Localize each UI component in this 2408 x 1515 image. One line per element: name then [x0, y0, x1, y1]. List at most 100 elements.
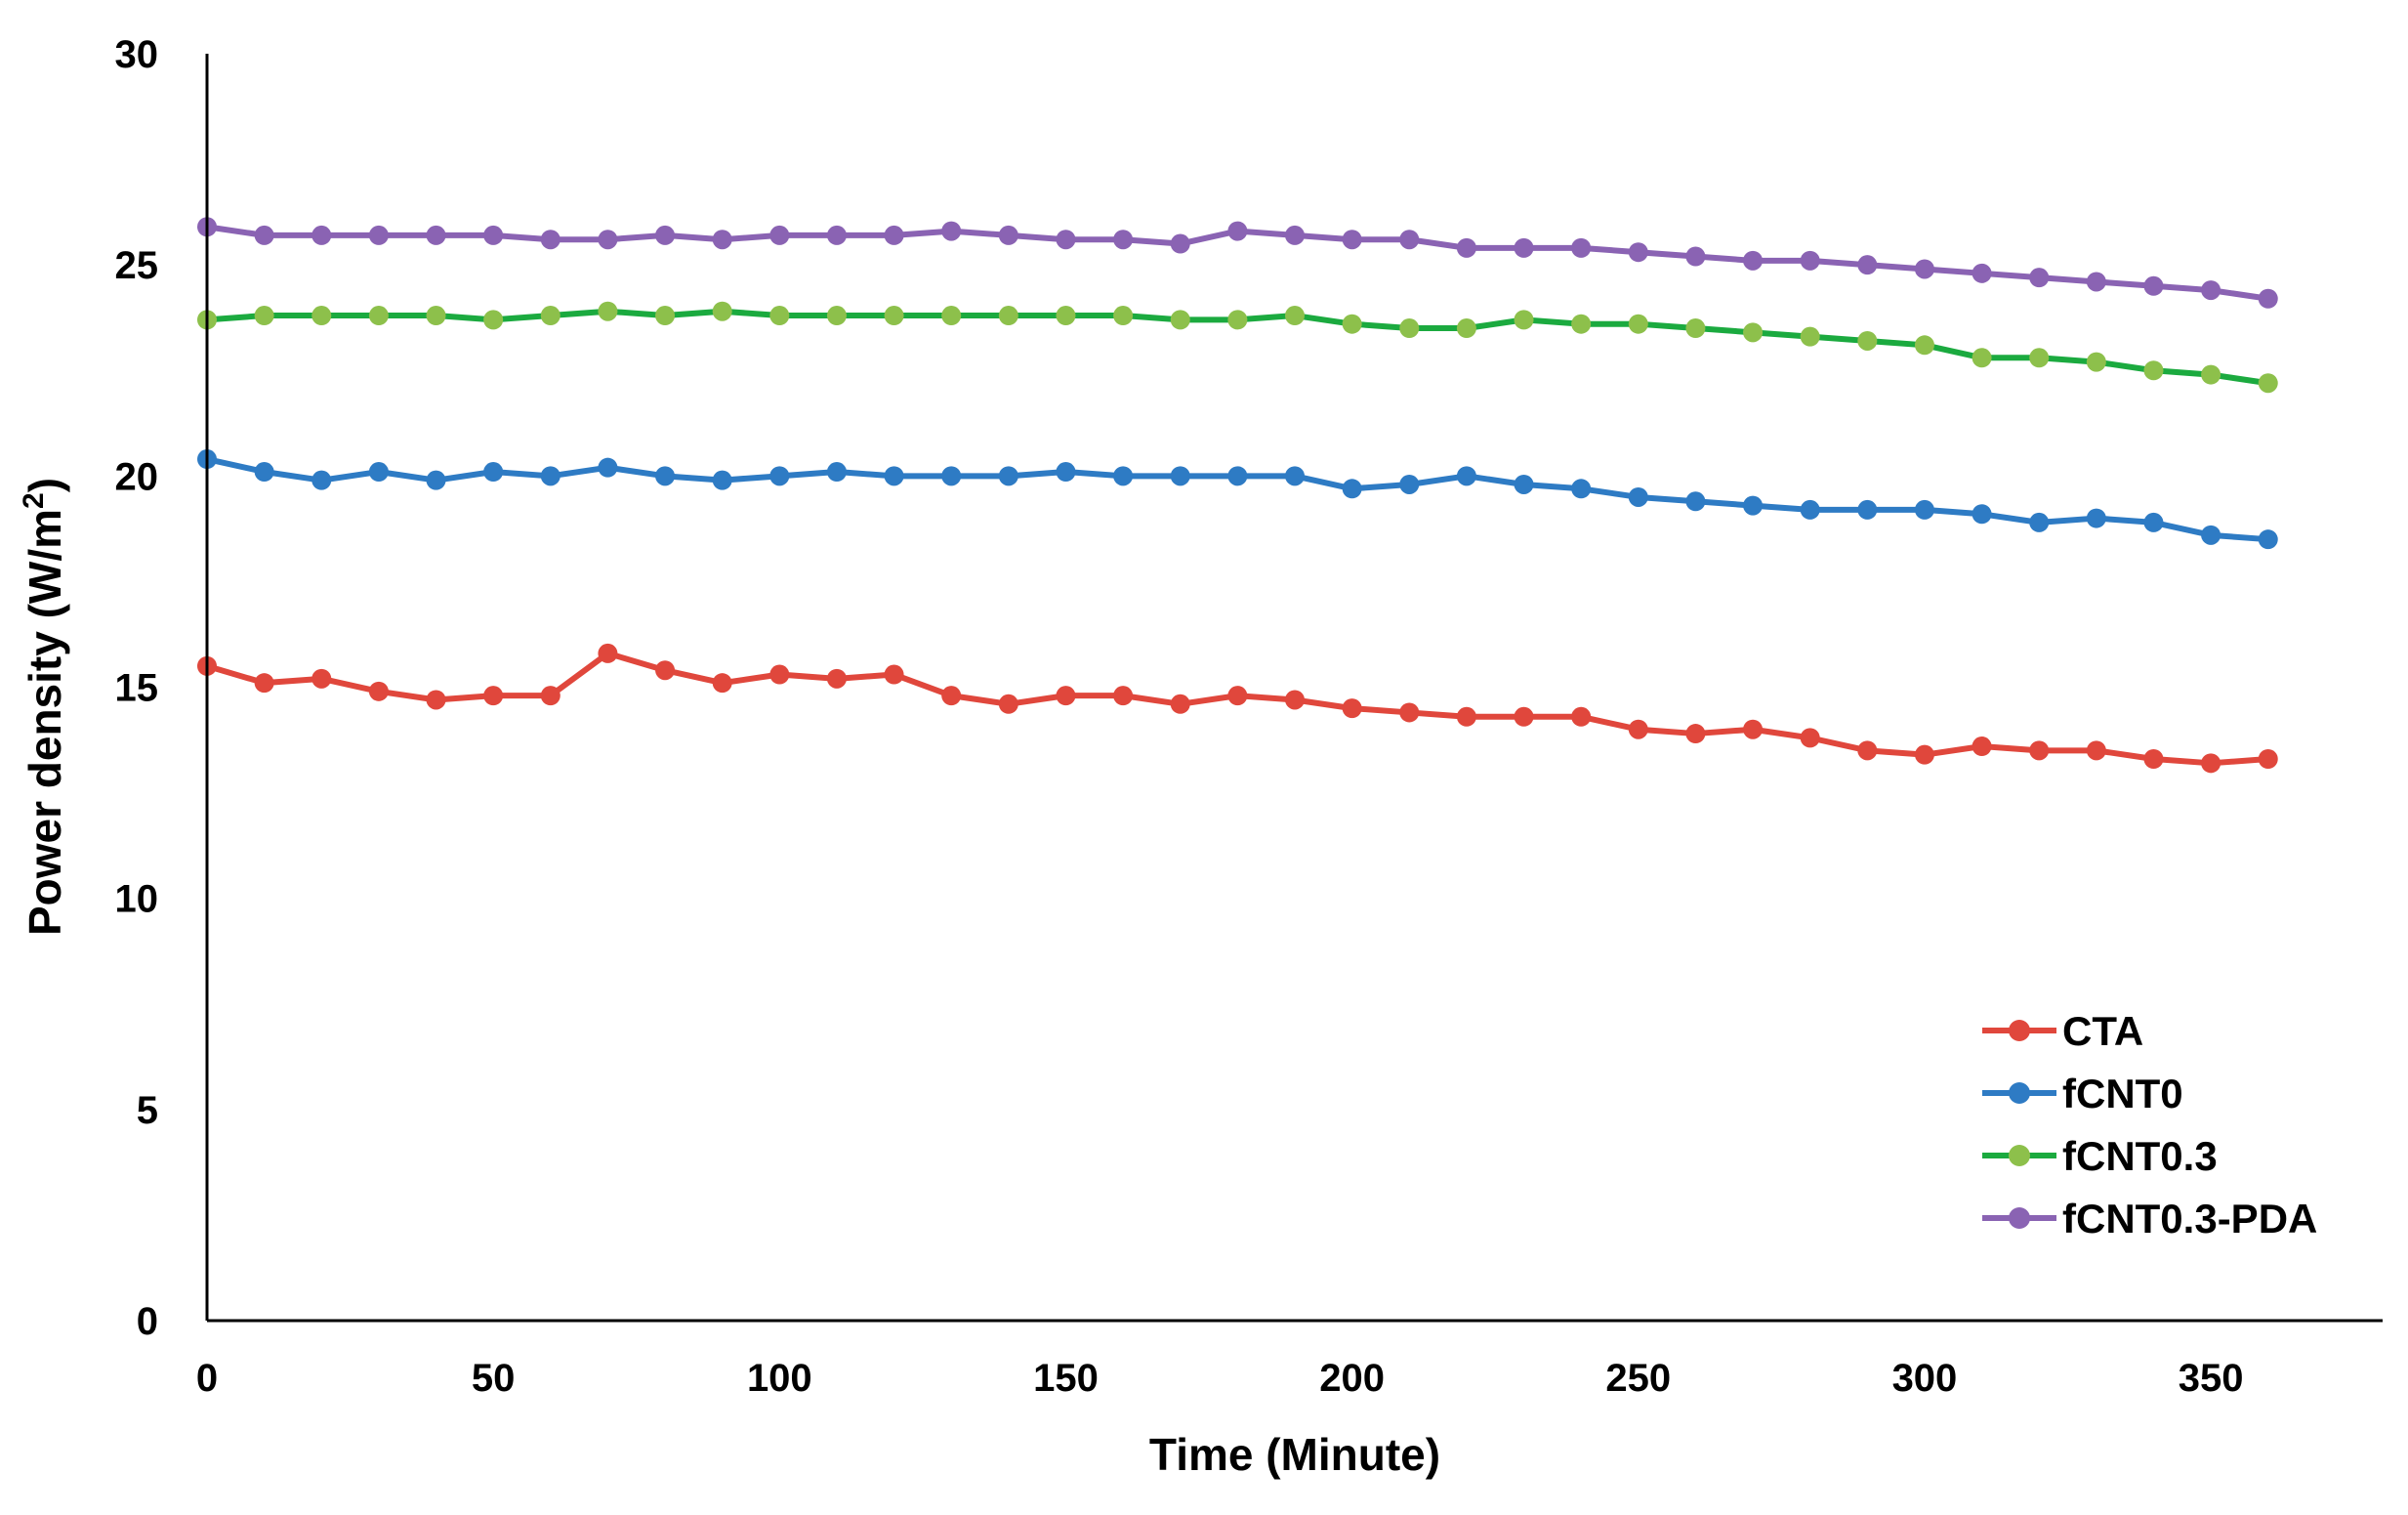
- series-fcnt0: [197, 449, 2278, 550]
- data-point-fcnt0-3: [1170, 310, 1190, 330]
- data-point-fcnt0: [2086, 508, 2106, 528]
- data-point-cta: [826, 668, 847, 689]
- data-point-fcnt0: [1685, 491, 1706, 512]
- data-point-cta: [1399, 702, 1420, 723]
- data-point-cta: [2029, 740, 2050, 761]
- data-point-fcnt0-3: [2086, 352, 2106, 372]
- x-tick-label: 100: [747, 1357, 812, 1400]
- data-point-fcnt0: [1571, 479, 1592, 499]
- data-point-fcnt0-3-pda: [941, 221, 962, 241]
- legend-marker-fcnt0: [2009, 1082, 2030, 1104]
- x-tick-label: 150: [1033, 1357, 1099, 1400]
- data-point-fcnt0: [598, 457, 618, 478]
- legend-item-cta: CTA: [1982, 1008, 2143, 1054]
- data-point-cta: [941, 686, 962, 706]
- data-point-fcnt0-3: [655, 306, 676, 326]
- data-point-fcnt0-3-pda: [1628, 242, 1648, 263]
- data-point-fcnt0-3-pda: [769, 225, 790, 245]
- data-point-fcnt0-3: [1456, 318, 1476, 339]
- data-point-fcnt0: [1972, 504, 1992, 525]
- data-point-fcnt0-3: [1914, 335, 1934, 356]
- data-point-fcnt0-3-pda: [826, 225, 847, 245]
- legend-item-fcnt0-3-pda: fCNT0.3-PDA: [1982, 1196, 2317, 1241]
- data-point-fcnt0-3-pda: [1800, 250, 1820, 271]
- data-point-cta: [483, 686, 504, 706]
- data-point-fcnt0-3: [426, 306, 446, 326]
- data-point-fcnt0-3-pda: [655, 225, 676, 245]
- data-point-cta: [769, 664, 790, 685]
- data-point-fcnt0-3: [368, 306, 389, 326]
- data-point-cta: [2143, 748, 2164, 769]
- data-point-fcnt0: [884, 466, 904, 486]
- data-point-fcnt0: [254, 462, 274, 483]
- series-cta: [197, 643, 2278, 774]
- data-point-fcnt0: [1800, 499, 1820, 520]
- data-point-fcnt0: [712, 470, 732, 490]
- y-tick-label: 20: [115, 455, 159, 498]
- data-point-cta: [2201, 753, 2221, 774]
- data-point-fcnt0: [1113, 466, 1134, 486]
- data-point-fcnt0: [941, 466, 962, 486]
- legend-label-cta: CTA: [2062, 1008, 2143, 1054]
- data-point-fcnt0-3-pda: [1857, 255, 1878, 275]
- data-point-fcnt0-3-pda: [540, 230, 560, 250]
- data-point-fcnt0: [540, 466, 560, 486]
- y-axis-title: Power density (W/m2): [18, 478, 70, 936]
- data-point-fcnt0: [1399, 474, 1420, 494]
- data-point-fcnt0: [311, 470, 332, 490]
- data-point-cta: [1972, 736, 1992, 757]
- data-point-fcnt0-3-pda: [1342, 230, 1362, 250]
- data-point-fcnt0-3: [826, 306, 847, 326]
- series-line-cta: [206, 650, 2268, 767]
- data-point-cta: [426, 690, 446, 710]
- legend-marker-fcnt0-3-pda: [2009, 1207, 2030, 1229]
- data-point-fcnt0-3-pda: [311, 225, 332, 245]
- y-tick-label: 5: [137, 1089, 158, 1132]
- x-tick-label: 300: [1892, 1357, 1958, 1400]
- data-point-fcnt0-3-pda: [1972, 263, 1992, 283]
- data-point-fcnt0: [483, 462, 504, 483]
- y-tick-label: 0: [137, 1300, 158, 1343]
- data-point-fcnt0-3: [598, 301, 618, 321]
- data-point-cta: [1056, 686, 1076, 706]
- legend-label-fcnt0-3-pda: fCNT0.3-PDA: [2062, 1196, 2317, 1241]
- data-point-fcnt0-3-pda: [254, 225, 274, 245]
- data-point-fcnt0: [368, 462, 389, 483]
- data-point-cta: [884, 664, 904, 685]
- legend-marker-fcnt0-3: [2009, 1145, 2030, 1166]
- data-point-fcnt0-3: [1972, 348, 1992, 368]
- data-point-cta: [1800, 728, 1820, 748]
- data-point-fcnt0-3-pda: [1456, 237, 1476, 258]
- data-point-fcnt0-3: [540, 306, 560, 326]
- y-axis-title-main: Power density (W/m: [20, 509, 70, 936]
- series-layer: [197, 217, 2278, 774]
- x-tick-label: 250: [1605, 1357, 1671, 1400]
- data-point-fcnt0: [826, 462, 847, 483]
- data-point-cta: [998, 694, 1018, 714]
- data-point-fcnt0: [1285, 466, 1305, 486]
- data-point-fcnt0-3-pda: [884, 225, 904, 245]
- y-tick-label: 25: [115, 244, 159, 287]
- y-axis-title-close: ): [20, 478, 70, 492]
- data-point-fcnt0: [998, 466, 1018, 486]
- data-point-fcnt0-3-pda: [1743, 250, 1764, 271]
- data-point-fcnt0: [655, 466, 676, 486]
- data-point-fcnt0-3-pda: [1113, 230, 1134, 250]
- data-point-fcnt0-3-pda: [368, 225, 389, 245]
- data-point-fcnt0: [1342, 479, 1362, 499]
- data-point-fcnt0: [1628, 486, 1648, 507]
- data-point-cta: [712, 673, 732, 694]
- data-point-fcnt0-3-pda: [1685, 246, 1706, 267]
- data-point-fcnt0: [2201, 525, 2221, 545]
- data-point-fcnt0-3-pda: [2201, 280, 2221, 301]
- data-point-fcnt0-3: [712, 301, 732, 321]
- data-point-fcnt0-3: [769, 306, 790, 326]
- data-point-cta: [1342, 698, 1362, 719]
- x-tick-label: 0: [196, 1357, 218, 1400]
- data-point-fcnt0: [2258, 529, 2278, 550]
- data-point-fcnt0: [1857, 499, 1878, 520]
- x-tick-label: 50: [472, 1357, 516, 1400]
- data-point-fcnt0-3: [1571, 314, 1592, 334]
